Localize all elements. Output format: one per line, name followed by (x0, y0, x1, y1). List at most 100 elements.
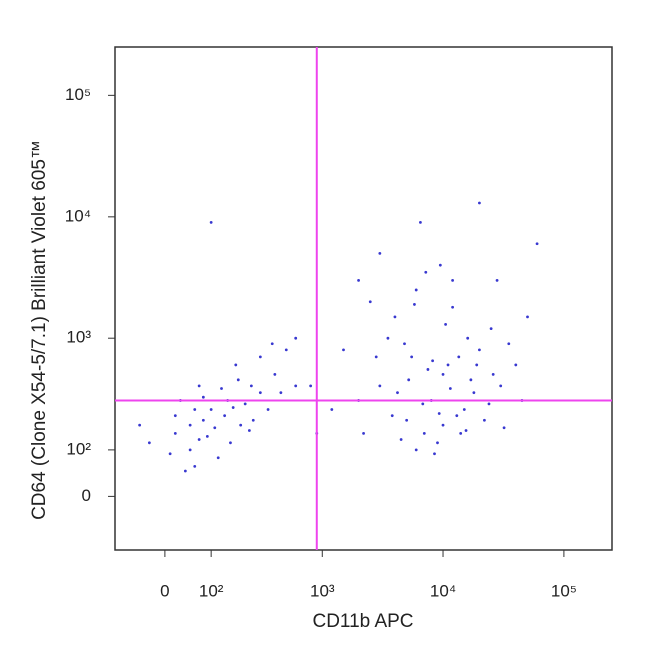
dot (478, 348, 481, 352)
dot (173, 414, 177, 418)
y-axis-title: CD64 (Clone X54-5/7.1) Brilliant Violet … (29, 140, 50, 520)
dot (378, 384, 382, 388)
dot (342, 348, 345, 352)
dot (491, 372, 495, 376)
dot (448, 387, 452, 390)
dot (436, 441, 439, 445)
dot (249, 384, 253, 388)
dot (390, 414, 394, 418)
dot (294, 384, 298, 388)
dot (535, 242, 539, 246)
x-tick-label: 10³ (310, 581, 335, 600)
dot (239, 423, 243, 427)
dot (441, 423, 445, 427)
dot (405, 418, 409, 422)
dot (357, 278, 360, 282)
dot (437, 412, 441, 415)
dot (183, 469, 187, 473)
dot (243, 402, 247, 406)
dot (270, 342, 274, 346)
dot (407, 378, 411, 382)
x-axis-title: CD11b APC (312, 611, 413, 632)
dot (438, 263, 442, 267)
dot (489, 327, 493, 331)
dot (403, 342, 406, 346)
dot (399, 438, 403, 441)
x-tick-label: 0 (160, 581, 169, 600)
dot (457, 355, 461, 359)
dot (422, 431, 426, 435)
dot (258, 355, 262, 359)
dot (526, 315, 529, 319)
dot (459, 431, 463, 435)
dot (507, 342, 511, 346)
dot (273, 372, 277, 376)
dot (258, 391, 262, 395)
dot (201, 395, 205, 399)
dot (201, 418, 205, 422)
y-tick-label: 0 (82, 486, 91, 505)
dot (234, 363, 238, 367)
dot (368, 300, 372, 304)
dot (514, 363, 518, 367)
dot (223, 414, 227, 418)
dot (446, 363, 450, 367)
dot (393, 315, 397, 319)
dot (173, 431, 177, 435)
dot (421, 402, 425, 406)
dot (188, 423, 192, 427)
dot (414, 448, 418, 452)
dot (279, 391, 283, 395)
dot (330, 408, 334, 411)
dot (413, 303, 416, 306)
dot (419, 220, 422, 224)
dot (197, 384, 201, 388)
dot (466, 336, 470, 340)
y-tick-label: 10⁴ (65, 206, 91, 225)
dot (231, 406, 235, 409)
dot (294, 336, 298, 340)
dot (451, 278, 454, 282)
dot (213, 426, 217, 430)
dot (188, 448, 192, 452)
dot (475, 363, 479, 367)
dot (483, 418, 486, 422)
dot (266, 408, 270, 411)
dot (472, 391, 476, 395)
dot (168, 452, 172, 456)
dot (374, 355, 378, 359)
dot (284, 348, 288, 352)
x-tick-label: 10⁴ (430, 581, 456, 600)
dot (431, 359, 435, 363)
dot (209, 220, 213, 224)
dot (424, 270, 428, 274)
dot (309, 384, 313, 388)
dot (464, 429, 468, 432)
dot (487, 402, 491, 406)
dot (220, 387, 223, 390)
dot (386, 336, 390, 340)
x-tick-label: 10² (199, 581, 224, 600)
plot-frame (114, 46, 613, 551)
dot (236, 378, 240, 382)
dot (147, 441, 151, 445)
dot (378, 252, 382, 255)
dot (499, 384, 503, 388)
dot (396, 391, 399, 395)
dot (197, 438, 201, 441)
y-tick-label: 10⁵ (65, 85, 91, 104)
dot (410, 355, 414, 359)
dot (502, 426, 506, 430)
dot (414, 288, 418, 292)
dot (229, 441, 232, 445)
dot (444, 323, 447, 326)
dot (362, 431, 365, 435)
y-tick-label: 10² (66, 439, 91, 458)
dot (478, 201, 481, 205)
dot (216, 456, 220, 460)
dot (193, 464, 197, 468)
dot (247, 429, 251, 432)
y-tick-label: 10³ (66, 328, 91, 347)
dot (426, 368, 430, 371)
